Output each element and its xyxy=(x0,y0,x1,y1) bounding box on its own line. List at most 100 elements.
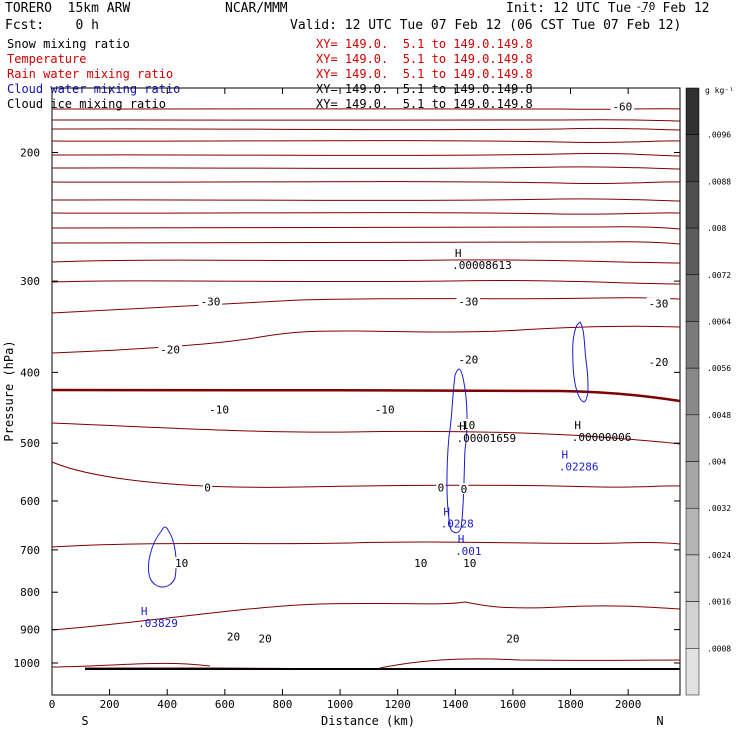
colorbar-segment xyxy=(685,414,700,462)
field-name-rain: Rain water mixing ratio xyxy=(7,67,174,81)
colorbar-segment xyxy=(685,227,700,276)
maximum-value: .00001659 xyxy=(457,432,517,445)
temperature-label-bg xyxy=(225,630,242,642)
temperature-label: -20 xyxy=(458,353,478,366)
colorbar-segment xyxy=(685,321,700,369)
temperature-label: 0 xyxy=(461,483,468,496)
colorbar-segment xyxy=(685,601,700,649)
colorbar: .0096 .0088 .008 .0072 .0064 .0056 .0048 .004 .0… xyxy=(685,87,731,696)
model-title: TORERO 15km ARW xyxy=(5,1,131,16)
field-name-snow: Snow mixing ratio xyxy=(7,37,130,51)
temperature-label: -10 xyxy=(375,404,395,417)
x-tick-label: 400 xyxy=(157,698,177,711)
temperature-contour-3 xyxy=(51,140,681,144)
temperature-label: -10 xyxy=(455,419,475,432)
y-tick-label: 900 xyxy=(20,624,40,637)
maximum-value: .001 xyxy=(455,545,482,558)
colorbar-segment xyxy=(685,274,700,322)
y-tick-label: 1000 xyxy=(14,657,41,670)
temperature-label: -10 xyxy=(209,404,229,417)
temperature-contour-6 xyxy=(51,181,681,185)
maximum-symbol: H xyxy=(459,420,466,433)
y-tick-label: 300 xyxy=(20,275,40,288)
x-tick-label: 200 xyxy=(100,698,120,711)
temperature-label: -20 xyxy=(648,356,668,369)
temperature-label-bg xyxy=(256,632,274,644)
freezing-level-contour xyxy=(51,388,681,403)
temperature-label-bg xyxy=(198,295,223,307)
maximum-symbol: H xyxy=(561,449,568,462)
temperature-contour-9 xyxy=(51,226,681,230)
temperature-contour-labels: -70 -60 -30 -30 -30 -20 -20 -20 -10 -10 -10 0 0 0 10 10… xyxy=(158,0,671,646)
temperature-label: -20 xyxy=(160,343,180,356)
x-tick-label: 2000 xyxy=(615,698,642,711)
temperature-label-bg xyxy=(456,295,481,307)
x-tick-label: 1200 xyxy=(384,698,411,711)
colorbar-tick-label: .0088 xyxy=(707,177,731,186)
temperature-contour-0 xyxy=(51,108,681,110)
temperature-label: 20 xyxy=(506,633,519,646)
maximum-value: .03829 xyxy=(138,617,178,630)
forecast-hour: Fcst: 0 h xyxy=(5,18,99,33)
temperature-label: -30 xyxy=(201,296,221,309)
maximum-symbol: H xyxy=(443,505,450,518)
temperature-label: -30 xyxy=(648,298,668,311)
y-tick-label: 800 xyxy=(20,586,40,599)
temperature-contour-11 xyxy=(51,259,681,264)
field-name-cloud-water: Cloud water mixing ratio xyxy=(7,82,181,96)
temperature-contour-16 xyxy=(51,422,681,445)
x-tick-label: 1600 xyxy=(500,698,527,711)
colorbar-tick-label: .0056 xyxy=(707,364,731,373)
y-tick-label: 400 xyxy=(20,366,40,379)
temperature-label-bg xyxy=(207,403,231,415)
field-name-cloud-ice: Cloud ice mixing ratio xyxy=(7,97,166,111)
temperature-contour-12 xyxy=(51,280,681,285)
colorbar-tick-label: .0064 xyxy=(707,317,731,326)
temperature-contour-13 xyxy=(51,297,681,314)
colorbar-segment xyxy=(685,554,700,602)
temperature-label: 10 xyxy=(463,557,476,570)
y-tick-label: 700 xyxy=(20,544,40,557)
temperature-contours xyxy=(51,108,681,670)
x-end-label-south: S xyxy=(81,714,88,728)
y-tick-label: 200 xyxy=(20,147,40,160)
cloud-water-contour-2 xyxy=(572,321,589,403)
temperature-label: 20 xyxy=(227,631,240,644)
temperature-label: 0 xyxy=(204,481,211,494)
temperature-label: 0 xyxy=(438,481,445,494)
temperature-contour-14 xyxy=(51,325,681,354)
temperature-label-bg xyxy=(646,297,671,309)
temperature-contour-17 xyxy=(51,461,681,488)
temperature-label: 20 xyxy=(259,632,272,645)
colorbar-segment xyxy=(685,507,700,556)
x-end-label-north: N xyxy=(656,714,663,728)
colorbar-segment xyxy=(685,461,700,509)
temperature-contour-19 xyxy=(51,601,681,631)
temperature-label-bg xyxy=(173,557,190,569)
temperature-contour-22 xyxy=(379,658,681,669)
colorbar-tick-label: .0024 xyxy=(707,551,731,560)
temperature-contour-21 xyxy=(51,662,211,668)
temperature-label: 10 xyxy=(414,557,427,570)
maximum-value: .02286 xyxy=(559,461,599,474)
temperature-label-bg xyxy=(459,483,469,495)
x-tick-label: 1800 xyxy=(557,698,584,711)
temperature-contour-1 xyxy=(51,119,681,122)
x-axis-label: Distance (km) xyxy=(321,714,415,728)
y-tick-label: 500 xyxy=(20,437,40,450)
valid-time: Valid: 12 UTC Tue 07 Feb 12 (06 CST Tue … xyxy=(290,18,682,33)
cloud-water-contour-0 xyxy=(446,368,468,534)
maximum-value: .00008613 xyxy=(452,259,512,272)
maximum-value: .00000006 xyxy=(572,431,632,444)
cloud-water-contours xyxy=(148,321,589,588)
center-title: NCAR/MMM xyxy=(225,1,288,16)
field-xy-rain: XY= 149.0. 5.1 to 149.0.149.8 xyxy=(316,67,533,81)
maximum-value: .0228 xyxy=(441,517,474,530)
colorbar-tick-label: .0072 xyxy=(707,271,731,280)
colorbar-tick-label: .0048 xyxy=(707,411,731,420)
y-tick-label: 600 xyxy=(20,495,40,508)
temperature-label-bg xyxy=(610,100,635,112)
temperature-label-bg xyxy=(158,343,182,355)
temperature-label-bg xyxy=(461,557,478,569)
maximum-symbol: H xyxy=(455,247,462,260)
